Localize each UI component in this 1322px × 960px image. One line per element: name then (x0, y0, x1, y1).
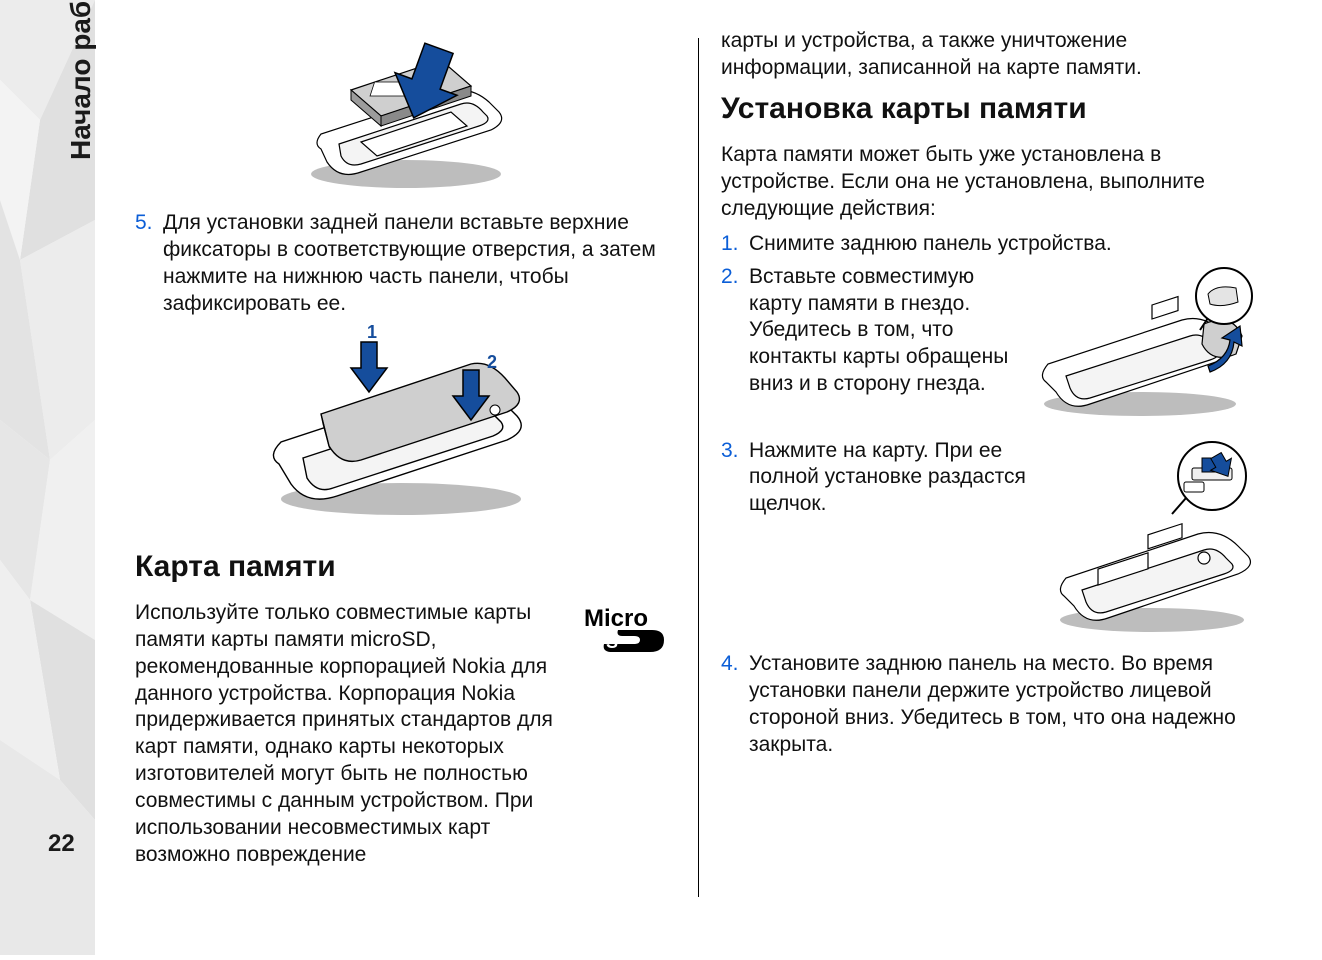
figure-callout-1: 1 (367, 324, 377, 342)
list-item: 2. Вставьте совместимую карту памяти в г… (721, 264, 1262, 432)
list-number: 3. (721, 438, 749, 646)
list-number: 5. (135, 210, 163, 318)
section-label: Начало работы (65, 0, 97, 160)
microsd-logo: Micro S (584, 604, 676, 664)
figure-callout-2: 2 (487, 352, 497, 372)
right-column: карты и устройства, а также уничтожение … (699, 28, 1284, 927)
figure-insert-card-2 (1052, 438, 1262, 646)
list-item: 4. Установите заднюю панель на место. Во… (721, 651, 1262, 759)
heading-memory-card: Карта памяти (135, 548, 676, 586)
svg-text:S: S (606, 632, 618, 652)
page-content: 5. Для установки задней панели вставьте … (95, 0, 1322, 955)
list-text: Снимите заднюю панель устройства. (749, 231, 1262, 258)
left-column: 5. Для установки задней панели вставьте … (113, 28, 698, 927)
list-text: Установите заднюю панель на место. Во вр… (749, 651, 1262, 759)
list-item: 1. Снимите заднюю панель устройства. (721, 231, 1262, 258)
paragraph: Используйте только совместимые карты пам… (135, 600, 568, 869)
list-text: Для установки задней панели вставьте вер… (163, 210, 676, 318)
list-number: 2. (721, 264, 749, 432)
page-number: 22 (48, 830, 75, 858)
memory-card-paragraph-block: Используйте только совместимые карты пам… (135, 600, 676, 877)
list-item: 5. Для установки задней панели вставьте … (135, 210, 676, 318)
figure-battery-insert (135, 34, 676, 194)
list-text: Вставьте совместимую карту памяти в гнез… (749, 264, 1018, 398)
list-number: 1. (721, 231, 749, 258)
install-intro: Карта памяти может быть уже установлена … (721, 142, 1262, 223)
paragraph-continuation: карты и устройства, а также уничтожение … (721, 28, 1262, 82)
figure-insert-card-1 (1032, 264, 1262, 432)
list-number: 4. (721, 651, 749, 759)
heading-install-memory: Установка карты памяти (721, 90, 1262, 128)
figure-back-cover: 1 2 (135, 324, 676, 524)
list-text: Нажмите на карту. При ее полной установк… (749, 438, 1038, 519)
svg-text:Micro: Micro (584, 605, 648, 632)
list-item: 3. Нажмите на карту. При ее полной устан… (721, 438, 1262, 646)
